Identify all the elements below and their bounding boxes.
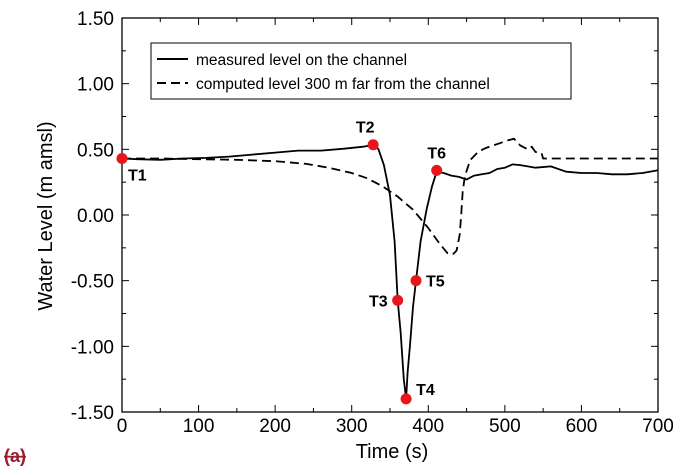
marker-label-t6: T6	[427, 145, 446, 162]
legend: measured level on the channel computed l…	[150, 42, 572, 100]
y-tick-label: 0.50	[77, 140, 114, 161]
y-tick-label: -1.00	[71, 337, 114, 358]
marker-t1	[116, 153, 128, 165]
x-tick-label: 200	[259, 416, 291, 437]
legend-entry-computed: computed level 300 m far from the channe…	[196, 76, 490, 93]
marker-layer: T1 T2 T3 T4 T5 T6	[116, 120, 446, 405]
x-tick-label: 100	[183, 416, 215, 437]
legend-box	[150, 42, 572, 100]
marker-label-t1: T1	[128, 168, 147, 185]
marker-label-t2: T2	[356, 120, 375, 137]
y-tick-label: -0.50	[71, 272, 114, 293]
y-axis-title: Water Level (m amsl)	[35, 121, 57, 310]
legend-entry-measured: measured level on the channel	[196, 52, 407, 69]
marker-label-t4: T4	[416, 382, 435, 399]
x-tick-label: 300	[336, 416, 368, 437]
marker-t3	[392, 294, 404, 306]
x-tick-label: 500	[489, 416, 521, 437]
y-tick-label: 1.00	[77, 75, 114, 96]
x-tick-label: 0	[117, 416, 128, 437]
series-computed-line	[122, 137, 658, 256]
marker-t2	[367, 139, 379, 151]
y-tick-label: 0.00	[77, 206, 114, 227]
y-tick-label: -1.50	[71, 403, 114, 424]
series-measured-line	[121, 143, 659, 400]
x-tick-label: 700	[642, 416, 674, 437]
marker-t4	[400, 393, 412, 405]
x-axis-title: Time (s)	[356, 441, 429, 463]
x-tick-label: 600	[566, 416, 598, 437]
marker-t5	[410, 275, 422, 287]
axis-ticks: 0 100 200 300 400 500 600 700 -1.50 -1.00 -0.50 0.0…	[71, 9, 674, 437]
marker-label-t5: T5	[426, 274, 445, 291]
y-tick-label: 1.50	[77, 9, 114, 30]
x-tick-label: 400	[412, 416, 444, 437]
marker-t6	[431, 164, 443, 176]
marker-label-t3: T3	[369, 293, 388, 310]
panel-label: (a)	[4, 446, 26, 466]
series-layer	[121, 137, 659, 400]
